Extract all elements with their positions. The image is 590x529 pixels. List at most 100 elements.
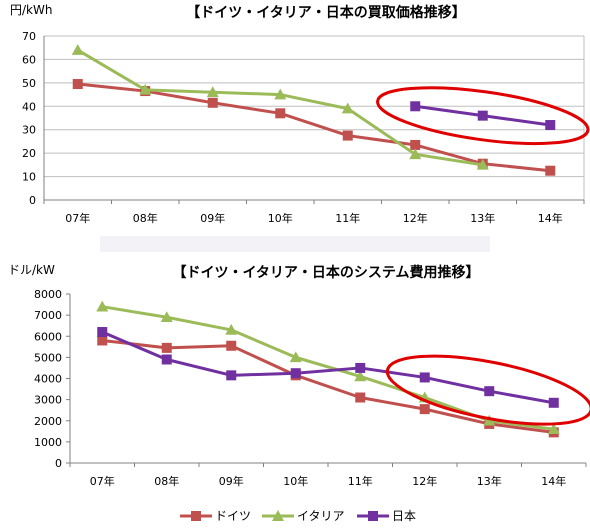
chart2-series <box>96 300 560 438</box>
chart1-point-japan <box>477 110 488 121</box>
chart-system-cost: 【ドイツ・イタリア・日本のシステム費用推移】 ドル/kW 0 1000 2000 30… <box>8 263 590 488</box>
chart2-highlight-ellipse <box>385 354 590 426</box>
chart1-gridlines <box>43 35 585 204</box>
chart2-point-japan <box>290 368 301 379</box>
chart1-x-tick-label: 12年 <box>403 211 428 225</box>
chart1-x-ticks: 07年 08年 09年 10年 11年 12年 13年 14年 <box>65 211 563 225</box>
chart1-point-italy <box>206 86 219 98</box>
chart2-y-tick-label: 3000 <box>34 394 62 407</box>
chart2-point-japan <box>161 354 172 365</box>
chart1-point-germany <box>342 130 353 141</box>
chart1-x-tick-label: 07年 <box>65 211 90 225</box>
chart2-x-tick-label: 09年 <box>219 474 244 488</box>
legend-item-japan: 日本 <box>357 509 416 523</box>
chart2-x-tick-label: 08年 <box>154 474 179 488</box>
chart1-y-tick-label: 50 <box>22 77 36 90</box>
chart2-point-japan <box>226 370 237 381</box>
chart2-point-germany <box>161 342 172 353</box>
chart1-line-germany <box>77 82 551 173</box>
legend-label-italy: イタリア <box>297 509 345 523</box>
chart2-y-ticks: 0 1000 2000 3000 4000 5000 6000 7000 8000 <box>34 288 62 470</box>
chart1-x-tick-label: 11年 <box>335 211 360 225</box>
chart2-x-tick-label: 11年 <box>348 474 373 488</box>
chart1-point-germany <box>275 108 286 119</box>
chart2-axes <box>66 293 587 467</box>
chart2-y-tick-label: 6000 <box>34 330 62 343</box>
chart1-y-tick-label: 60 <box>22 53 36 66</box>
chart1-point-italy <box>409 148 422 160</box>
chart2-point-germany <box>97 335 108 346</box>
chart-feed-in-tariff: 【ドイツ・イタリア・日本の買取価格推移】 円/kWh 0 10 20 30 40 50 60… <box>10 3 590 225</box>
chart2-point-italy <box>289 351 302 363</box>
chart2-line-japan <box>101 330 555 405</box>
chart1-x-tick-label: 13年 <box>470 211 495 225</box>
chart2-y-tick-label: 1000 <box>34 436 62 449</box>
chart1-point-japan <box>545 120 556 131</box>
legend-item-italy: イタリア <box>262 509 345 523</box>
legend-item-germany: ドイツ <box>180 509 251 523</box>
chart1-title: 【ドイツ・イタリア・日本の買取価格推移】 <box>186 4 465 21</box>
chart1-y-tick-label: 10 <box>22 171 36 184</box>
chart1-y-ticks: 0 10 20 30 40 50 60 70 <box>22 30 36 207</box>
chart2-point-italy <box>354 370 367 382</box>
chart2-y-tick-label: 5000 <box>34 351 62 364</box>
chart2-x-tick-label: 13年 <box>477 474 502 488</box>
chart1-point-germany <box>545 165 556 176</box>
chart2-point-germany <box>355 392 366 403</box>
chart2-ylabel: ドル/kW <box>8 263 55 277</box>
chart1-y-tick-label: 70 <box>22 30 36 43</box>
chart1-series <box>71 44 556 176</box>
chart2-point-japan <box>548 397 559 408</box>
chart2-y-tick-label: 8000 <box>34 288 62 301</box>
chart1-point-italy <box>139 83 152 95</box>
chart2-y-tick-label: 7000 <box>34 309 62 322</box>
chart1-y-tick-label: 40 <box>22 100 36 113</box>
legend: ドイツ イタリア 日本 <box>180 509 416 523</box>
chart1-x-tick-label: 10年 <box>268 211 293 225</box>
chart2-point-japan <box>355 362 366 373</box>
chart1-y-tick-label: 20 <box>22 147 36 160</box>
chart2-point-germany <box>226 340 237 351</box>
chart2-x-tick-label: 07年 <box>90 474 115 488</box>
chart2-point-japan <box>484 386 495 397</box>
chart1-point-germany <box>72 79 83 90</box>
chart1-y-tick-label: 0 <box>29 194 36 207</box>
chart1-point-germany <box>410 139 421 150</box>
chart2-point-germany <box>419 404 430 415</box>
legend-label-japan: 日本 <box>392 509 416 523</box>
chart1-point-japan <box>410 101 421 112</box>
chart2-y-tick-label: 0 <box>55 457 62 470</box>
chart2-point-japan <box>419 372 430 383</box>
chart2-title: 【ドイツ・イタリア・日本のシステム費用推移】 <box>172 264 479 281</box>
chart-separator <box>100 236 490 252</box>
chart2-point-japan <box>97 327 108 338</box>
chart2-x-tick-label: 12年 <box>412 474 437 488</box>
chart1-point-italy <box>341 102 354 114</box>
chart2-highlight-ellipse <box>385 354 590 426</box>
chart2-point-italy <box>483 414 496 426</box>
legend-label-germany: ドイツ <box>215 509 251 523</box>
chart1-x-tick-label: 09年 <box>200 211 225 225</box>
chart1-x-tick-label: 08年 <box>133 211 158 225</box>
chart1-point-italy <box>476 158 489 170</box>
chart1-y-tick-label: 30 <box>22 124 36 137</box>
chart2-point-italy <box>96 300 109 312</box>
chart2-y-tick-label: 4000 <box>34 373 62 386</box>
chart2-line-italy <box>102 305 554 431</box>
chart2-line-germany <box>102 338 554 434</box>
chart2-x-ticks: 07年 08年 09年 10年 11年 12年 13年 14年 <box>90 474 567 488</box>
chart1-ylabel: 円/kWh <box>10 3 52 17</box>
chart2-point-italy <box>160 311 173 323</box>
chart2-point-italy <box>225 323 238 335</box>
chart1-x-tick-label: 14年 <box>538 211 563 225</box>
chart2-x-tick-label: 10年 <box>283 474 308 488</box>
chart2-x-tick-label: 14年 <box>541 474 566 488</box>
chart1-highlight-ellipse <box>376 86 590 146</box>
chart1-highlight-ellipse <box>376 86 590 146</box>
chart2-point-italy <box>547 423 560 434</box>
chart1-point-germany <box>207 97 218 108</box>
chart2-y-tick-label: 2000 <box>34 415 62 428</box>
chart1-point-italy <box>71 44 84 55</box>
chart1-point-italy <box>274 88 287 100</box>
